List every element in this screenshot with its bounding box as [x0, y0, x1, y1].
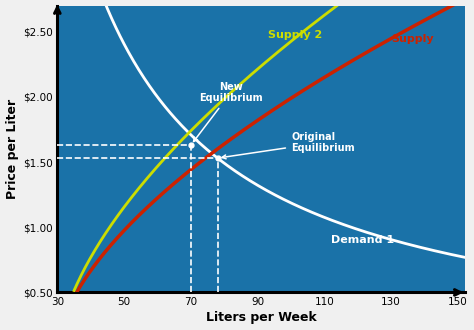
Text: Supply 2: Supply 2 — [268, 30, 322, 40]
X-axis label: Liters per Week: Liters per Week — [206, 312, 316, 324]
Y-axis label: Price per Liter: Price per Liter — [6, 99, 18, 199]
Text: New
Equilibrium: New Equilibrium — [193, 82, 263, 142]
Text: Original
Equilibrium: Original Equilibrium — [222, 132, 355, 159]
Text: Supply: Supply — [391, 34, 434, 44]
Text: Demand 1: Demand 1 — [331, 235, 394, 245]
